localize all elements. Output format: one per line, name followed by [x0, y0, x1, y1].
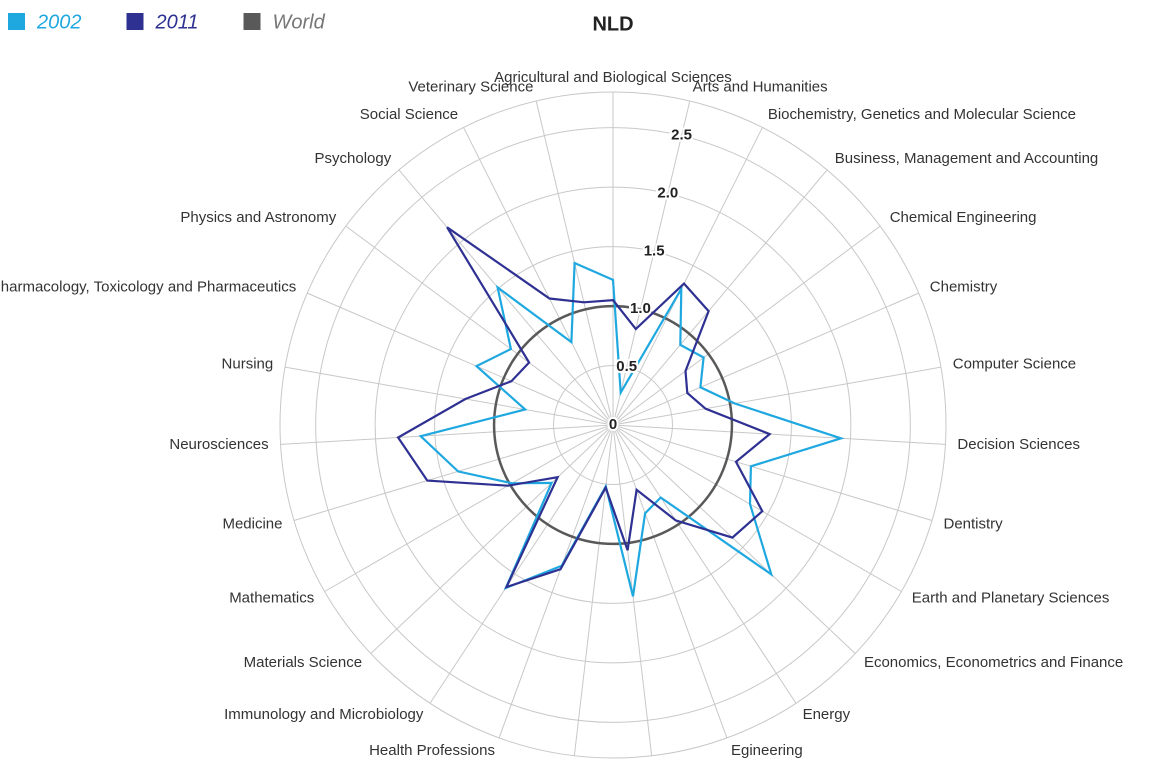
- category-label: Computer Science: [953, 356, 1076, 373]
- spoke: [612, 424, 946, 445]
- category-label: Mathematics: [229, 589, 314, 606]
- spoke: [345, 225, 614, 426]
- category-label: Neurosciences: [169, 436, 268, 453]
- tick-label: 1.5: [644, 242, 665, 259]
- spoke: [612, 292, 919, 426]
- category-label: Biochemistry, Genetics and Molecular Sci…: [768, 106, 1076, 123]
- category-label: Egineering: [731, 742, 803, 759]
- spoke: [612, 424, 797, 704]
- category-label: Social Science: [360, 106, 458, 123]
- legend-label: 2011: [155, 11, 199, 33]
- spoke: [293, 424, 614, 521]
- category-label: Nursing: [222, 356, 274, 373]
- spoke: [307, 292, 614, 426]
- category-label: General: [520, 761, 573, 762]
- tick-label: 0: [609, 416, 617, 433]
- spoke: [612, 424, 902, 592]
- spoke: [612, 127, 763, 426]
- category-label: Chemistry: [930, 279, 998, 296]
- world-reference: [492, 304, 734, 546]
- spoke: [612, 424, 856, 654]
- category-label: Psychology: [315, 150, 392, 167]
- category-label: Dentistry: [944, 515, 1004, 532]
- category-label: Materials Science: [244, 654, 362, 671]
- spoke: [612, 366, 942, 426]
- tick-label: 2.0: [657, 185, 678, 202]
- chart-title: NLD: [592, 13, 633, 35]
- category-label: Veterinary Science: [408, 78, 533, 95]
- legend-label: 2002: [36, 11, 82, 33]
- legend-swatch: [126, 13, 144, 30]
- category-label: Immunology and Microbiology: [224, 706, 424, 723]
- spoke: [370, 424, 614, 654]
- spoke: [612, 225, 881, 426]
- category-label: Health Professions: [369, 742, 495, 759]
- spoke: [573, 424, 614, 756]
- spoke: [284, 366, 614, 426]
- category-label: Earth and Planetary Sciences: [912, 589, 1110, 606]
- category-label: Agricultural and Biological Sciences: [494, 69, 732, 86]
- tick-label: 2.5: [671, 127, 692, 144]
- spoke: [398, 169, 614, 426]
- spoke: [324, 424, 614, 592]
- category-label: Energy: [803, 706, 851, 723]
- category-label: Physics and Astronomy: [180, 209, 336, 226]
- legend-label: World: [273, 11, 326, 33]
- tick-label: 0.5: [616, 358, 637, 375]
- category-label: Decision Sciences: [957, 436, 1080, 453]
- category-label: Chemical Engineering: [890, 209, 1037, 226]
- spoke: [463, 127, 614, 426]
- spoke: [612, 424, 933, 521]
- category-label: Arts and Humanities: [693, 78, 828, 95]
- category-label: Business, Management and Accounting: [835, 150, 1099, 167]
- spoke: [612, 100, 691, 426]
- spoke: [612, 424, 728, 739]
- category-label: Economics, Econometrics and Finance: [864, 654, 1123, 671]
- series-line: [396, 226, 772, 589]
- category-label: Pharmacology, Toxicology and Pharmaceuti…: [0, 279, 296, 296]
- category-label: Medicine: [222, 515, 282, 532]
- spoke: [429, 424, 614, 704]
- spoke: [612, 169, 828, 426]
- tick-label: 1.0: [630, 300, 651, 317]
- spoke: [498, 424, 614, 739]
- spoke: [280, 424, 614, 445]
- category-label: Environmental Science: [653, 761, 806, 762]
- series-line: [418, 261, 845, 597]
- legend-swatch: [243, 13, 261, 30]
- legend-swatch: [8, 13, 25, 30]
